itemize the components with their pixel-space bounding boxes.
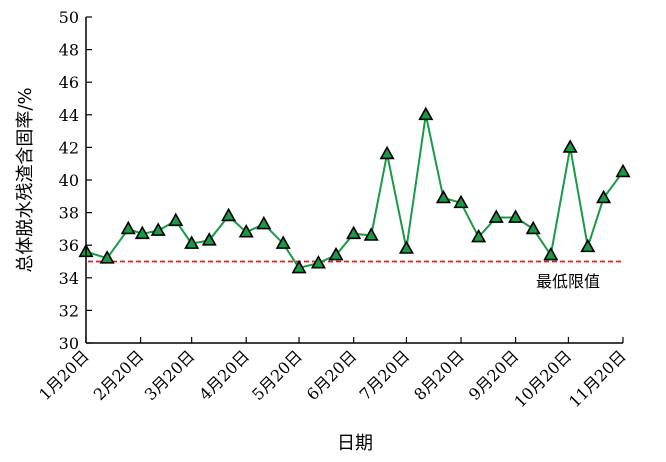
data-point-triangle (346, 225, 362, 240)
data-point-triangle (275, 235, 291, 249)
data-point-triangle (508, 209, 524, 223)
data-point-triangle (184, 235, 200, 249)
x-tick-label: 6月20日 (303, 346, 361, 404)
series-layer (78, 106, 631, 274)
x-tick-label: 1月20日 (35, 346, 93, 404)
data-point-triangle (201, 232, 217, 246)
data-point-triangle (238, 224, 254, 238)
data-point-triangle (168, 212, 184, 227)
data-point-triangle (615, 163, 631, 178)
y-tick-label: 48 (59, 41, 79, 60)
data-point-triangle (310, 254, 326, 269)
y-tick-label: 34 (59, 269, 79, 288)
data-point-triangle (525, 220, 541, 235)
series-line (85, 114, 624, 270)
data-point-triangle (543, 246, 559, 261)
data-point-triangle (99, 250, 115, 264)
y-tick-label: 46 (59, 73, 79, 92)
x-tick-label: 10月20日 (510, 346, 575, 411)
y-tick-label: 38 (59, 204, 79, 223)
x-tick-label: 7月20日 (356, 346, 414, 404)
x-tick-label: 3月20日 (141, 346, 199, 404)
y-tick-label: 32 (59, 301, 79, 320)
data-point-triangle (328, 246, 344, 261)
data-point-triangle (580, 238, 596, 253)
data-point-triangle (453, 194, 469, 209)
data-point-triangle (435, 189, 451, 204)
data-point-triangle (488, 209, 504, 223)
reference-label: 最低限值 (536, 272, 600, 291)
data-point-triangle (596, 189, 612, 204)
x-tick-label: 5月20日 (248, 346, 306, 404)
data-point-triangle (221, 207, 237, 222)
x-axis-title: 日期 (337, 433, 373, 454)
data-point-triangle (256, 215, 272, 230)
y-tick-label: 42 (59, 138, 79, 157)
data-point-triangle (562, 139, 578, 153)
y-tick-label: 40 (59, 171, 79, 190)
y-tick-label: 50 (59, 8, 79, 27)
data-point-triangle (134, 225, 150, 240)
data-point-triangle (471, 228, 487, 243)
y-tick-label: 44 (59, 106, 79, 125)
x-tick-label: 2月20日 (90, 346, 148, 404)
data-point-triangle (150, 222, 166, 236)
data-point-triangle (291, 259, 307, 274)
data-point-triangle (418, 106, 434, 121)
y-axis-title: 总体脱水残渣含固率/% (15, 87, 36, 272)
data-point-triangle (379, 145, 395, 160)
x-tick-label: 8月20日 (410, 346, 468, 404)
data-point-triangle (363, 227, 379, 241)
data-point-triangle (398, 240, 414, 254)
x-tick-label: 4月20日 (195, 346, 253, 404)
data-point-triangle (120, 220, 136, 235)
axes-layer: 30 32 34 36 38 40 42 44 46 48 50 1月20日2月20日3月20日4月2… (35, 8, 630, 411)
x-tick-label: 11月20日 (565, 346, 630, 411)
y-tick-label: 30 (59, 334, 79, 353)
y-tick-label: 36 (59, 236, 79, 255)
